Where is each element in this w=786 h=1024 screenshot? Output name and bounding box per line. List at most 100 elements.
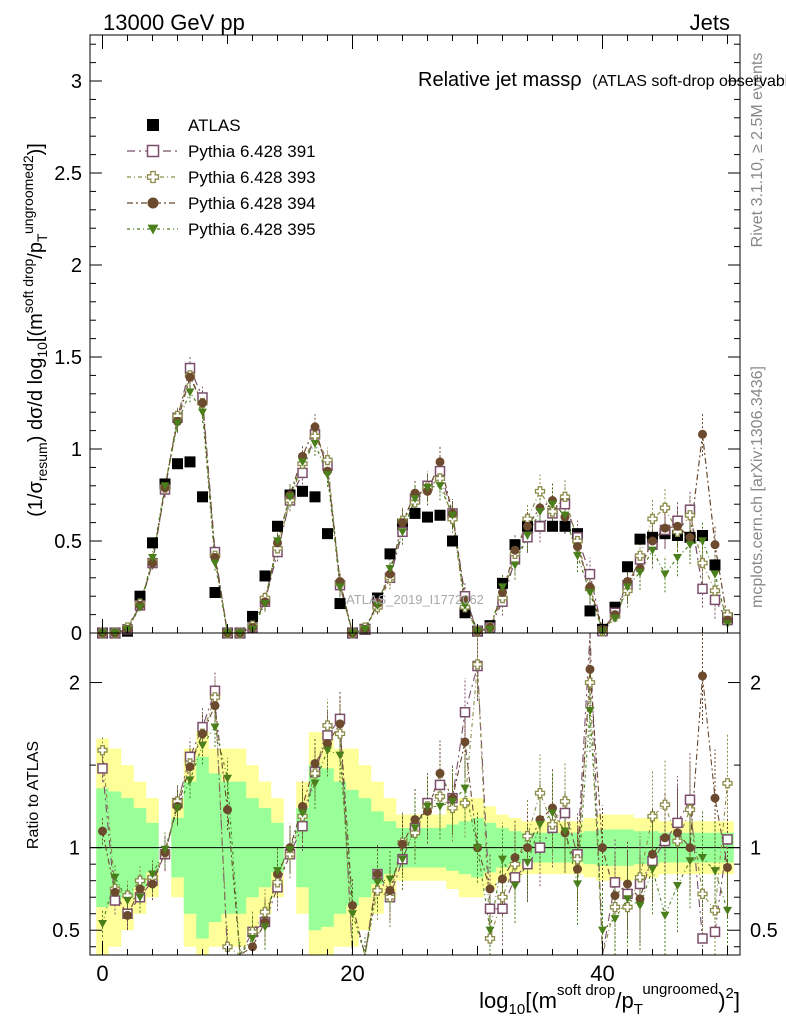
point-pythia-6-428-394 (510, 545, 520, 555)
y-tick-label: 1.5 (54, 347, 82, 369)
rivet-label: Rivet 3.1.10, ≥ 2.5M events (749, 53, 766, 248)
point-atlas (634, 533, 646, 545)
ratio-point-pythia-6-428-393 (334, 728, 346, 739)
legend-marker-atlas (147, 119, 159, 131)
point-atlas (547, 520, 558, 532)
ratio-point-pythia-6-428-394 (485, 884, 495, 894)
ratio-axes: 0.5 0.51 12 20 20 40 (52, 673, 778, 986)
ratio-point-pythia-6-428-394 (123, 910, 132, 920)
point-atlas (272, 520, 283, 532)
ratio-point-pythia-6-428-394 (410, 815, 420, 825)
ratio-point-pythia-6-428-394 (185, 762, 195, 772)
ratio-point-pythia-6-428-395 (198, 741, 207, 750)
point-atlas (322, 528, 333, 540)
point-pythia-6-428-395 (385, 565, 395, 574)
point-pythia-6-428-395 (185, 388, 195, 397)
point-atlas (372, 592, 383, 604)
ratio-point-pythia-6-428-395 (510, 882, 520, 891)
point-pythia-6-428-395 (635, 568, 645, 577)
ratio-point-pythia-6-428-393 (434, 791, 446, 802)
point-pythia-6-428-395 (135, 603, 145, 612)
point-atlas (384, 548, 396, 560)
legend-label-pythia-6-428-394: Pythia 6.428 394 (188, 194, 316, 213)
point-pythia-6-428-395 (498, 583, 507, 592)
ratio-point-pythia-6-428-391 (97, 763, 108, 774)
watermark: ATLAS_2019_I1772062 (346, 592, 484, 607)
point-pythia-6-428-395 (610, 614, 620, 623)
ratio-point-pythia-6-428-394 (385, 886, 395, 896)
point-pythia-6-428-391 (697, 583, 708, 595)
chart-title: Relative jet massρ (418, 69, 582, 91)
point-pythia-6-428-393 (534, 486, 546, 497)
ratio-plot-data (97, 632, 733, 957)
ratio-point-pythia-6-428-395 (660, 911, 670, 920)
ratio-point-pythia-6-428-394 (348, 900, 357, 910)
ratio-point-pythia-6-428-395 (185, 776, 195, 785)
ratio-point-pythia-6-428-395 (373, 878, 382, 887)
point-pythia-6-428-394 (573, 542, 582, 552)
ratio-point-pythia-6-428-393 (284, 849, 296, 860)
ratio-point-pythia-6-428-394 (298, 801, 307, 811)
ratio-point-pythia-6-428-395 (310, 779, 320, 788)
point-pythia-6-428-395 (410, 495, 420, 504)
ratio-point-pythia-6-428-393 (259, 906, 271, 918)
ratio-point-pythia-6-428-394 (685, 843, 695, 853)
ratio-point-pythia-6-428-395 (135, 893, 145, 902)
ratio-point-pythia-6-428-393 (459, 797, 471, 809)
ratio-point-pythia-6-428-394 (523, 843, 532, 853)
ratio-point-pythia-6-428-391 (672, 817, 683, 829)
point-atlas (172, 458, 183, 470)
legend-marker-pythia-6-428-391 (146, 144, 160, 158)
ratio-point-pythia-6-428-394 (710, 793, 720, 803)
point-pythia-6-428-393 (559, 491, 571, 502)
x-axis-label: log10[(msoft drop/pTungroomed)2] (479, 981, 740, 1018)
point-pythia-6-428-394 (648, 536, 657, 546)
point-pythia-6-428-393 (634, 550, 646, 561)
ratio-point-pythia-6-428-394 (635, 894, 645, 904)
ratio-point-pythia-6-428-391 (434, 779, 446, 791)
y-tick-label: 0.5 (54, 531, 82, 553)
point-atlas (409, 507, 421, 519)
ratio-point-pythia-6-428-391 (322, 730, 333, 741)
point-atlas (497, 577, 508, 589)
point-pythia-6-428-394 (385, 569, 395, 579)
header-right: Jets (690, 10, 730, 35)
point-pythia-6-428-395 (648, 546, 657, 555)
ratio-point-pythia-6-428-395 (498, 855, 507, 864)
ratio-point-pythia-6-428-395 (673, 882, 682, 891)
point-atlas (309, 491, 321, 503)
ratio-point-pythia-6-428-394 (248, 942, 257, 952)
ratio-point-pythia-6-428-394 (323, 739, 332, 749)
ratio-point-pythia-6-428-395 (123, 896, 132, 906)
point-pythia-6-428-395 (448, 511, 457, 520)
ratio-ylabel: Ratio to ATLAS (25, 741, 42, 849)
point-pythia-6-428-395 (685, 541, 695, 550)
point-atlas (334, 598, 346, 610)
ratio-point-pythia-6-428-395 (535, 820, 545, 830)
ratio-point-pythia-6-428-395 (698, 853, 707, 863)
point-pythia-6-428-395 (298, 458, 307, 467)
ratio-point-pythia-6-428-395 (685, 857, 695, 866)
ratio-point-pythia-6-428-395 (523, 858, 532, 868)
ratio-point-pythia-6-428-395 (335, 751, 345, 760)
point-pythia-6-428-395 (173, 419, 182, 428)
point-pythia-6-428-394 (185, 372, 195, 382)
ratio-point-pythia-6-428-395 (573, 880, 582, 889)
point-pythia-6-428-395 (398, 528, 407, 537)
point-pythia-6-428-395 (310, 439, 320, 448)
point-pythia-6-428-395 (198, 408, 207, 417)
ratio-point-pythia-6-428-395 (273, 867, 282, 876)
point-pythia-6-428-394 (310, 422, 320, 432)
ratio-point-pythia-6-428-395 (173, 804, 182, 813)
ratio-point-pythia-6-428-393 (584, 677, 596, 688)
ratio-point-pythia-6-428-395 (285, 845, 295, 854)
ratio-point-pythia-6-428-395 (548, 809, 557, 818)
ratio-point-pythia-6-428-393 (559, 796, 571, 807)
ratio-point-pythia-6-428-391 (722, 834, 733, 845)
point-pythia-6-428-395 (623, 583, 632, 592)
mcplots-label: mcplots.cern.ch [arXiv:1306.3436] (749, 366, 766, 608)
ratio-point-pythia-6-428-395 (160, 845, 170, 854)
ratio-point-pythia-6-428-393 (609, 901, 621, 913)
point-atlas (422, 511, 433, 523)
y-tick-label: 2 (71, 255, 82, 277)
